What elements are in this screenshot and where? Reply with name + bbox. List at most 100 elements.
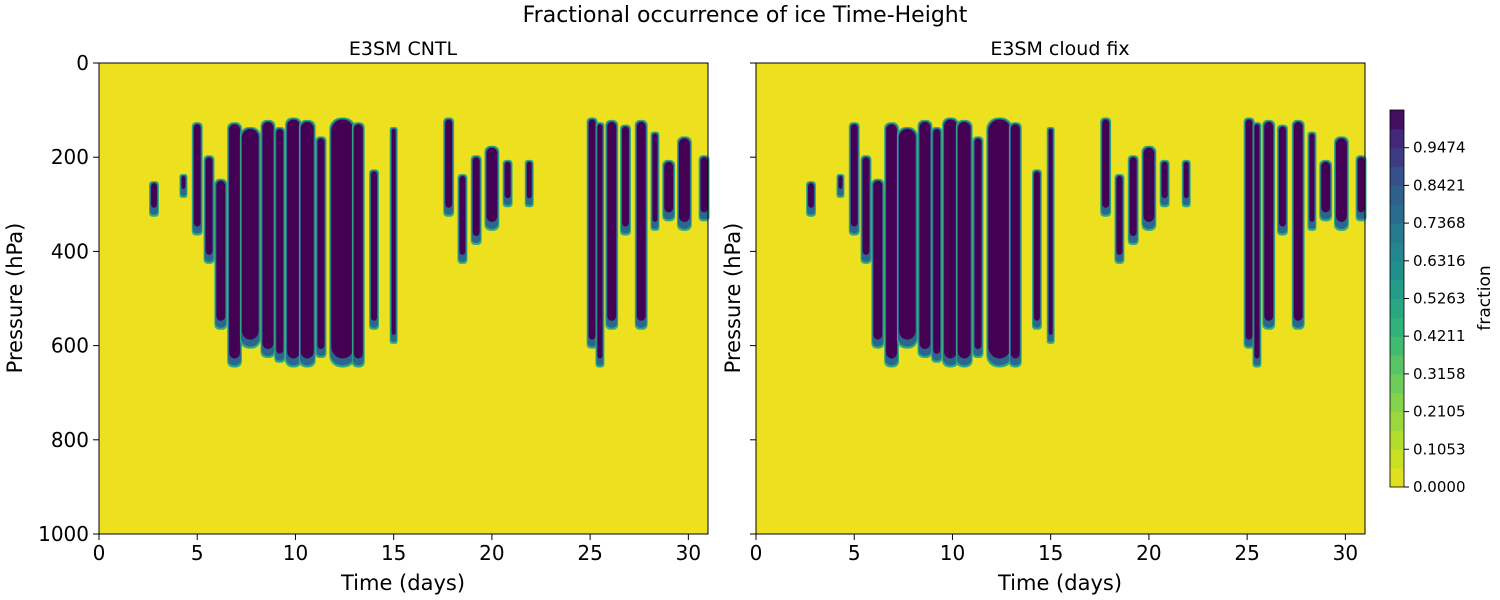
colorbar-level — [1390, 373, 1404, 394]
y-axis-label-cntl: Pressure (hPa) — [3, 223, 27, 374]
ice-feature-core — [607, 121, 617, 321]
ice-feature-core — [1293, 121, 1303, 321]
y-tick-label: 0 — [76, 51, 89, 75]
panel-cntl: E3SM CNTL 0 5 10 15 20 25 30 0 200 400 600 800 1000… — [3, 38, 710, 595]
colorbar-tick-label: 0.0000 — [1413, 478, 1466, 496]
ice-feature-core — [1264, 121, 1274, 321]
x-tick-label: 25 — [577, 541, 602, 565]
ice-feature-core — [472, 157, 480, 236]
ice-feature-core — [276, 128, 284, 354]
colorbar-level — [1390, 166, 1404, 186]
ice-feature-core — [919, 121, 931, 350]
ice-feature-core — [151, 183, 157, 208]
ice-feature-core — [229, 124, 240, 359]
ice-feature-core — [526, 161, 532, 199]
ice-feature-core — [504, 161, 511, 199]
ice-feature-core — [1336, 138, 1347, 222]
colorbar-tick-label: 0.5263 — [1413, 290, 1466, 308]
x-tick-label: 10 — [940, 541, 965, 565]
panel-cntl-y-ticks: 0 200 400 600 800 1000 — [38, 51, 99, 546]
ice-feature-core — [331, 119, 354, 359]
ice-feature-core — [1357, 157, 1365, 213]
colorbar-tick-label: 0.6316 — [1413, 252, 1466, 270]
colorbar-label: fraction — [1475, 265, 1495, 330]
ice-feature-core — [622, 126, 629, 227]
colorbar-level — [1390, 317, 1404, 337]
colorbar-level — [1390, 468, 1404, 488]
x-tick-label: 0 — [93, 541, 106, 565]
panel-cntl-x-ticks: 0 5 10 15 20 25 30 — [93, 534, 701, 565]
ice-feature-core — [317, 138, 325, 350]
ice-feature-core — [873, 180, 883, 340]
ice-feature-core — [1116, 176, 1123, 255]
y-tick-label: 200 — [51, 145, 89, 169]
x-tick-label: 15 — [1038, 541, 1063, 565]
colorbar-level — [1390, 392, 1404, 413]
panel-title-cloudfix: E3SM cloud fix — [990, 38, 1129, 60]
ice-feature-core — [181, 176, 186, 189]
ice-feature-core — [898, 128, 916, 340]
colorbar-level — [1390, 355, 1404, 375]
x-tick-label: 30 — [1333, 541, 1358, 565]
x-axis-label-cntl: Time (days) — [340, 571, 465, 595]
colorbar-level — [1390, 128, 1404, 149]
ice-feature-core — [262, 121, 274, 350]
panel-cloudfix-y-ticks — [750, 62, 756, 535]
colorbar-level — [1390, 185, 1404, 205]
ice-feature-core — [1010, 124, 1020, 359]
colorbar-level — [1390, 241, 1404, 262]
panel-cntl-frame — [98, 62, 709, 535]
ice-feature-core — [886, 124, 897, 359]
ice-feature-core — [193, 124, 201, 227]
ice-feature-core — [957, 121, 971, 359]
y-tick-label: 600 — [51, 334, 89, 358]
x-tick-label: 5 — [848, 541, 861, 565]
ice-feature-core — [808, 183, 814, 208]
ice-feature-core — [287, 119, 300, 359]
colorbar-swatches — [1390, 110, 1404, 488]
ice-feature-core — [974, 138, 982, 350]
ice-feature-core — [1143, 147, 1155, 222]
x-tick-label: 15 — [381, 541, 406, 565]
ice-feature-core — [700, 157, 708, 213]
ice-feature-core — [1245, 119, 1253, 340]
colorbar-tick-label: 0.1053 — [1413, 440, 1466, 458]
panel-cloudfix-features — [806, 117, 1367, 368]
colorbar-level — [1390, 110, 1404, 130]
x-tick-label: 30 — [676, 541, 701, 565]
ice-feature-core — [944, 119, 957, 359]
ice-feature-core — [664, 161, 674, 213]
colorbar-tick-label: 0.2105 — [1413, 403, 1466, 421]
colorbar-level — [1390, 260, 1404, 281]
panel-cloudfix: E3SM cloud fix 0 5 10 15 20 25 30 Time (days) … — [721, 38, 1367, 595]
chart-suptitle: Fractional occurrence of ice Time-Height — [523, 3, 968, 28]
colorbar-ticks: 0.0000 0.1053 0.2105 0.3158 0.4211 0.5263 0.63… — [1404, 139, 1466, 496]
y-axis-label-cloudfix: Pressure (hPa) — [721, 223, 745, 374]
ice-feature-core — [241, 128, 259, 340]
ice-feature-core — [205, 157, 213, 255]
ice-feature-core — [445, 119, 453, 208]
panel-cntl-features — [149, 117, 710, 368]
panel-cloudfix-frame — [755, 62, 1366, 535]
x-tick-label: 10 — [283, 541, 308, 565]
y-tick-label: 400 — [51, 239, 89, 263]
ice-feature-core — [1279, 126, 1286, 227]
ice-feature-core — [1129, 157, 1137, 236]
y-tick-label: 1000 — [38, 522, 89, 546]
ice-feature-core — [353, 124, 363, 359]
x-tick-label: 20 — [1136, 541, 1161, 565]
ice-feature-core — [1033, 171, 1040, 321]
ice-feature-core — [300, 121, 314, 359]
ice-feature-core — [1183, 161, 1189, 199]
ice-feature-core — [486, 147, 498, 222]
colorbar-level — [1390, 336, 1404, 356]
ice-feature-core — [933, 128, 941, 354]
colorbar-level — [1390, 223, 1404, 243]
ice-feature-core — [1161, 161, 1168, 199]
x-tick-label: 5 — [191, 541, 204, 565]
colorbar-tick-label: 0.8421 — [1413, 176, 1466, 194]
ice-feature-core — [1309, 133, 1315, 222]
ice-feature-core — [1254, 124, 1260, 359]
ice-feature-core — [391, 128, 396, 335]
